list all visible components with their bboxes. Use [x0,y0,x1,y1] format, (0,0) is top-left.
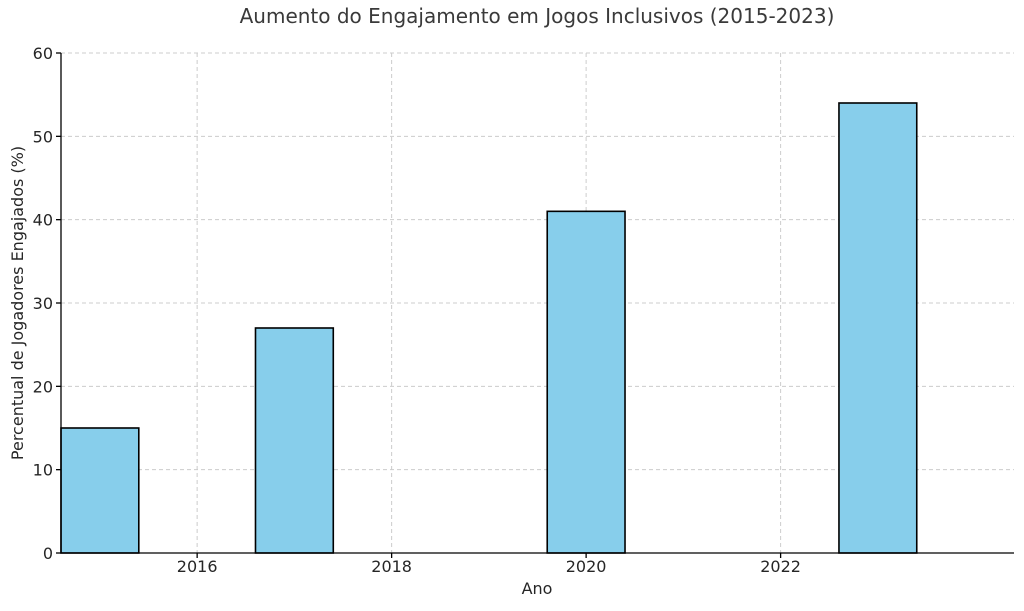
y-tick-label: 0 [43,544,53,563]
bar-2017 [254,327,335,554]
x-ticks: 2016 2018 2020 2022 [177,553,801,576]
y-tick-label: 20 [33,377,53,396]
y-tick-label: 50 [33,127,53,146]
y-tick-label: 30 [33,294,53,313]
y-tick-label: 60 [33,44,53,63]
bar-2020 [546,210,626,554]
y-tick-label: 10 [33,461,53,480]
y-axis-label: Percentual de Jogadores Engajados (%) [8,146,27,460]
x-tick-label: 2022 [760,557,801,576]
y-ticks: 0 10 20 30 40 50 60 [33,44,61,563]
bars [60,102,918,554]
x-axis-label: Ano [522,579,553,598]
bar-2023 [838,102,918,554]
bar-2015 [60,427,140,554]
x-tick-label: 2020 [566,557,607,576]
chart-title: Aumento do Engajamento em Jogos Inclusiv… [240,4,835,28]
x-tick-label: 2018 [371,557,412,576]
y-tick-label: 40 [33,211,53,230]
x-tick-label: 2016 [177,557,218,576]
